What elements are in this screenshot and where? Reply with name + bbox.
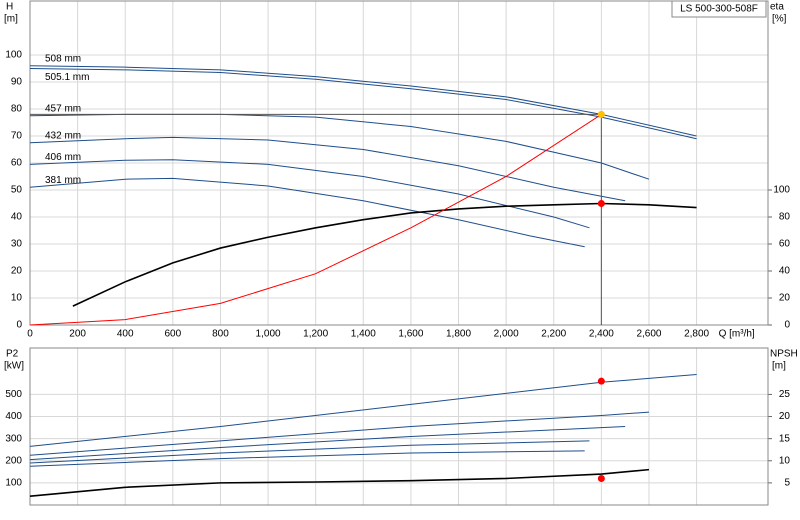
y-tick-label: 0 bbox=[16, 320, 22, 331]
curve bbox=[29, 411, 650, 456]
operating-point bbox=[597, 110, 605, 118]
y2-axis-unit: [%] bbox=[772, 14, 787, 25]
y-axis-label: P2 bbox=[6, 349, 19, 360]
chart-title: LS 500-300-508F bbox=[680, 4, 758, 15]
curve bbox=[72, 202, 697, 307]
curve bbox=[29, 440, 590, 464]
x-tick-label: 2,600 bbox=[636, 329, 661, 340]
y2-tick-label: 5 bbox=[784, 478, 790, 489]
y2-tick-label: 10 bbox=[779, 455, 791, 466]
y-tick-label: 20 bbox=[11, 266, 23, 277]
y2-tick-label: 60 bbox=[779, 239, 791, 250]
x-axis-label: Q [m³/h] bbox=[719, 329, 755, 340]
curve bbox=[29, 450, 585, 467]
y-tick-label: 90 bbox=[11, 77, 23, 88]
y2-tick-label: 0 bbox=[784, 320, 790, 331]
operating-point bbox=[597, 474, 605, 482]
y-tick-label: 400 bbox=[5, 411, 22, 422]
x-tick-label: 1,600 bbox=[398, 329, 423, 340]
curve-label: 505.1 mm bbox=[45, 72, 89, 83]
y-tick-label: 60 bbox=[11, 158, 23, 169]
curve bbox=[29, 374, 697, 447]
y-tick-label: 300 bbox=[5, 433, 22, 444]
curve bbox=[29, 426, 626, 461]
x-tick-label: 600 bbox=[164, 329, 181, 340]
y-tick-label: 200 bbox=[5, 455, 22, 466]
plot-frame bbox=[29, 347, 769, 506]
curve-label: 457 mm bbox=[45, 103, 81, 114]
curve bbox=[29, 136, 626, 202]
x-tick-label: 400 bbox=[117, 329, 134, 340]
y-tick-label: 40 bbox=[11, 212, 23, 223]
y2-tick-label: 25 bbox=[779, 389, 791, 400]
title-box bbox=[671, 0, 767, 18]
y-tick-label: 50 bbox=[11, 185, 23, 196]
y2-axis-unit: [m] bbox=[772, 361, 786, 372]
x-tick-label: 1,400 bbox=[351, 329, 376, 340]
curve bbox=[29, 113, 602, 326]
curve-label: 508 mm bbox=[45, 53, 81, 64]
y-tick-label: 70 bbox=[11, 131, 23, 142]
plot-frame bbox=[29, 0, 769, 326]
y2-tick-label: 20 bbox=[779, 293, 791, 304]
operating-point bbox=[597, 200, 605, 207]
y2-axis-label: eta bbox=[770, 2, 784, 13]
y-tick-label: 80 bbox=[11, 104, 23, 115]
curve bbox=[29, 468, 650, 497]
x-tick-label: 200 bbox=[69, 329, 86, 340]
y-tick-label: 100 bbox=[5, 50, 22, 61]
y2-tick-label: 40 bbox=[779, 266, 791, 277]
x-tick-label: 2,200 bbox=[541, 329, 566, 340]
y2-tick-label: 20 bbox=[779, 411, 791, 422]
y2-axis-label: NPSH bbox=[770, 349, 798, 360]
y2-tick-label: 100 bbox=[773, 185, 790, 196]
y-axis-unit: [kW] bbox=[4, 361, 24, 372]
y-tick-label: 100 bbox=[5, 478, 22, 489]
curve-label: 406 mm bbox=[45, 152, 81, 163]
x-tick-label: 2,400 bbox=[589, 329, 614, 340]
y-axis-label: H bbox=[6, 2, 13, 13]
x-tick-label: 800 bbox=[212, 329, 229, 340]
x-tick-label: 0 bbox=[27, 329, 33, 340]
curve-label: 381 mm bbox=[45, 175, 81, 186]
x-tick-label: 2,000 bbox=[494, 329, 519, 340]
y-tick-label: 10 bbox=[11, 293, 23, 304]
x-tick-label: 1,800 bbox=[446, 329, 471, 340]
curve-label: 432 mm bbox=[45, 130, 81, 141]
y-axis-unit: [m] bbox=[4, 14, 18, 25]
curve bbox=[29, 159, 590, 229]
y-tick-label: 30 bbox=[11, 239, 23, 250]
x-tick-label: 2,800 bbox=[684, 329, 709, 340]
y-tick-label: 500 bbox=[5, 389, 22, 400]
y2-tick-label: 15 bbox=[779, 433, 791, 444]
x-tick-label: 1,200 bbox=[303, 329, 328, 340]
curve bbox=[29, 65, 697, 137]
y2-tick-label: 80 bbox=[779, 212, 791, 223]
x-tick-label: 1,000 bbox=[256, 329, 281, 340]
curve bbox=[29, 177, 585, 248]
operating-point bbox=[597, 377, 605, 385]
